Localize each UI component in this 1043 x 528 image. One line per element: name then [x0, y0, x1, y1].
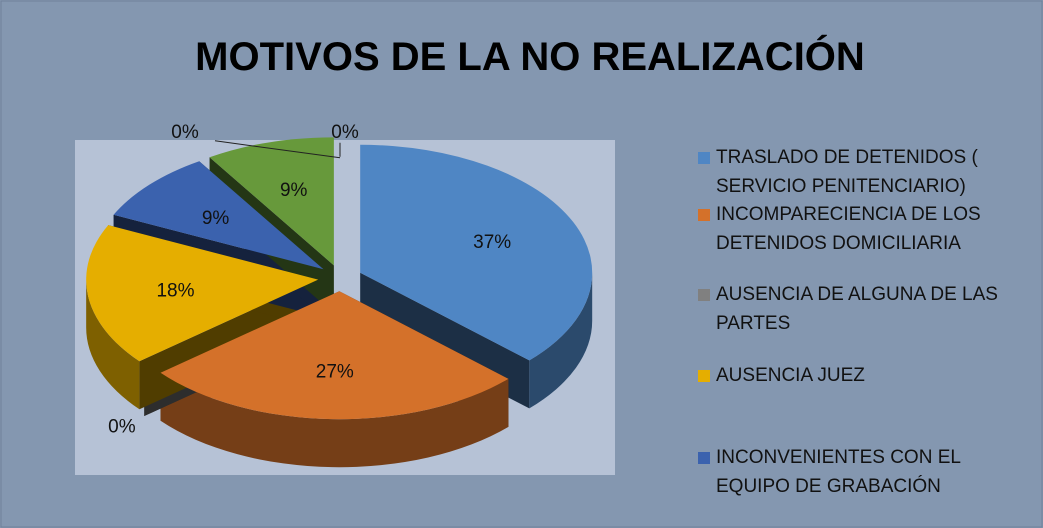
pie-slice — [113, 161, 324, 270]
legend-swatch — [698, 452, 710, 464]
legend-swatch — [698, 152, 710, 164]
slice-edge — [529, 272, 593, 409]
legend-entry: INCONVENIENTES CON EL EQUIPO DE GRABACIÓ… — [698, 443, 1028, 501]
pie-slice — [144, 286, 324, 369]
legend-label: AUSENCIA JUEZ — [716, 365, 865, 386]
slice-edge — [160, 372, 509, 468]
legend-swatch — [698, 289, 710, 301]
data-label: 0% — [331, 122, 359, 143]
data-label: 0% — [171, 122, 199, 143]
pie-slice — [160, 291, 509, 420]
data-label: 18% — [156, 281, 194, 302]
legend-label: TRASLADO DE DETENIDOS ( SERVICIO PENITEN… — [716, 147, 978, 197]
leader-line — [214, 140, 341, 159]
legend-label: INCOMPARECIENCIA DE LOS DETENIDOS DOMICI… — [716, 204, 981, 254]
legend-entry: INCOMPARECIENCIA DE LOS DETENIDOS DOMICI… — [698, 200, 1028, 258]
legend-entry: AUSENCIA JUEZ — [698, 361, 1028, 390]
data-label: 0% — [108, 417, 136, 438]
pie-slice — [360, 144, 593, 361]
chart-title: MOTIVOS DE LA NO REALIZACIÓN — [195, 33, 865, 79]
legend-label: AUSENCIA DE ALGUNA DE LAS PARTES — [716, 284, 998, 334]
legend-swatch — [698, 209, 710, 221]
pie-slice — [86, 225, 319, 362]
legend-entry: TRASLADO DE DETENIDOS ( SERVICIO PENITEN… — [698, 143, 1028, 201]
pie-tops — [86, 137, 593, 420]
legend-label: INCONVENIENTES CON EL EQUIPO DE GRABACIÓ… — [716, 447, 961, 497]
data-label: 27% — [316, 362, 354, 383]
data-labels: 37% 27% 0% 18% 9% 9% 0% 0% — [108, 122, 511, 438]
pie-slice — [209, 137, 334, 266]
legend-entry: AUSENCIA DE ALGUNA DE LAS PARTES — [698, 280, 1028, 338]
legend-swatch — [698, 370, 710, 382]
slice-edge — [86, 279, 140, 410]
data-label: 37% — [473, 232, 511, 253]
data-label: 9% — [280, 180, 308, 201]
data-label: 9% — [202, 208, 230, 229]
